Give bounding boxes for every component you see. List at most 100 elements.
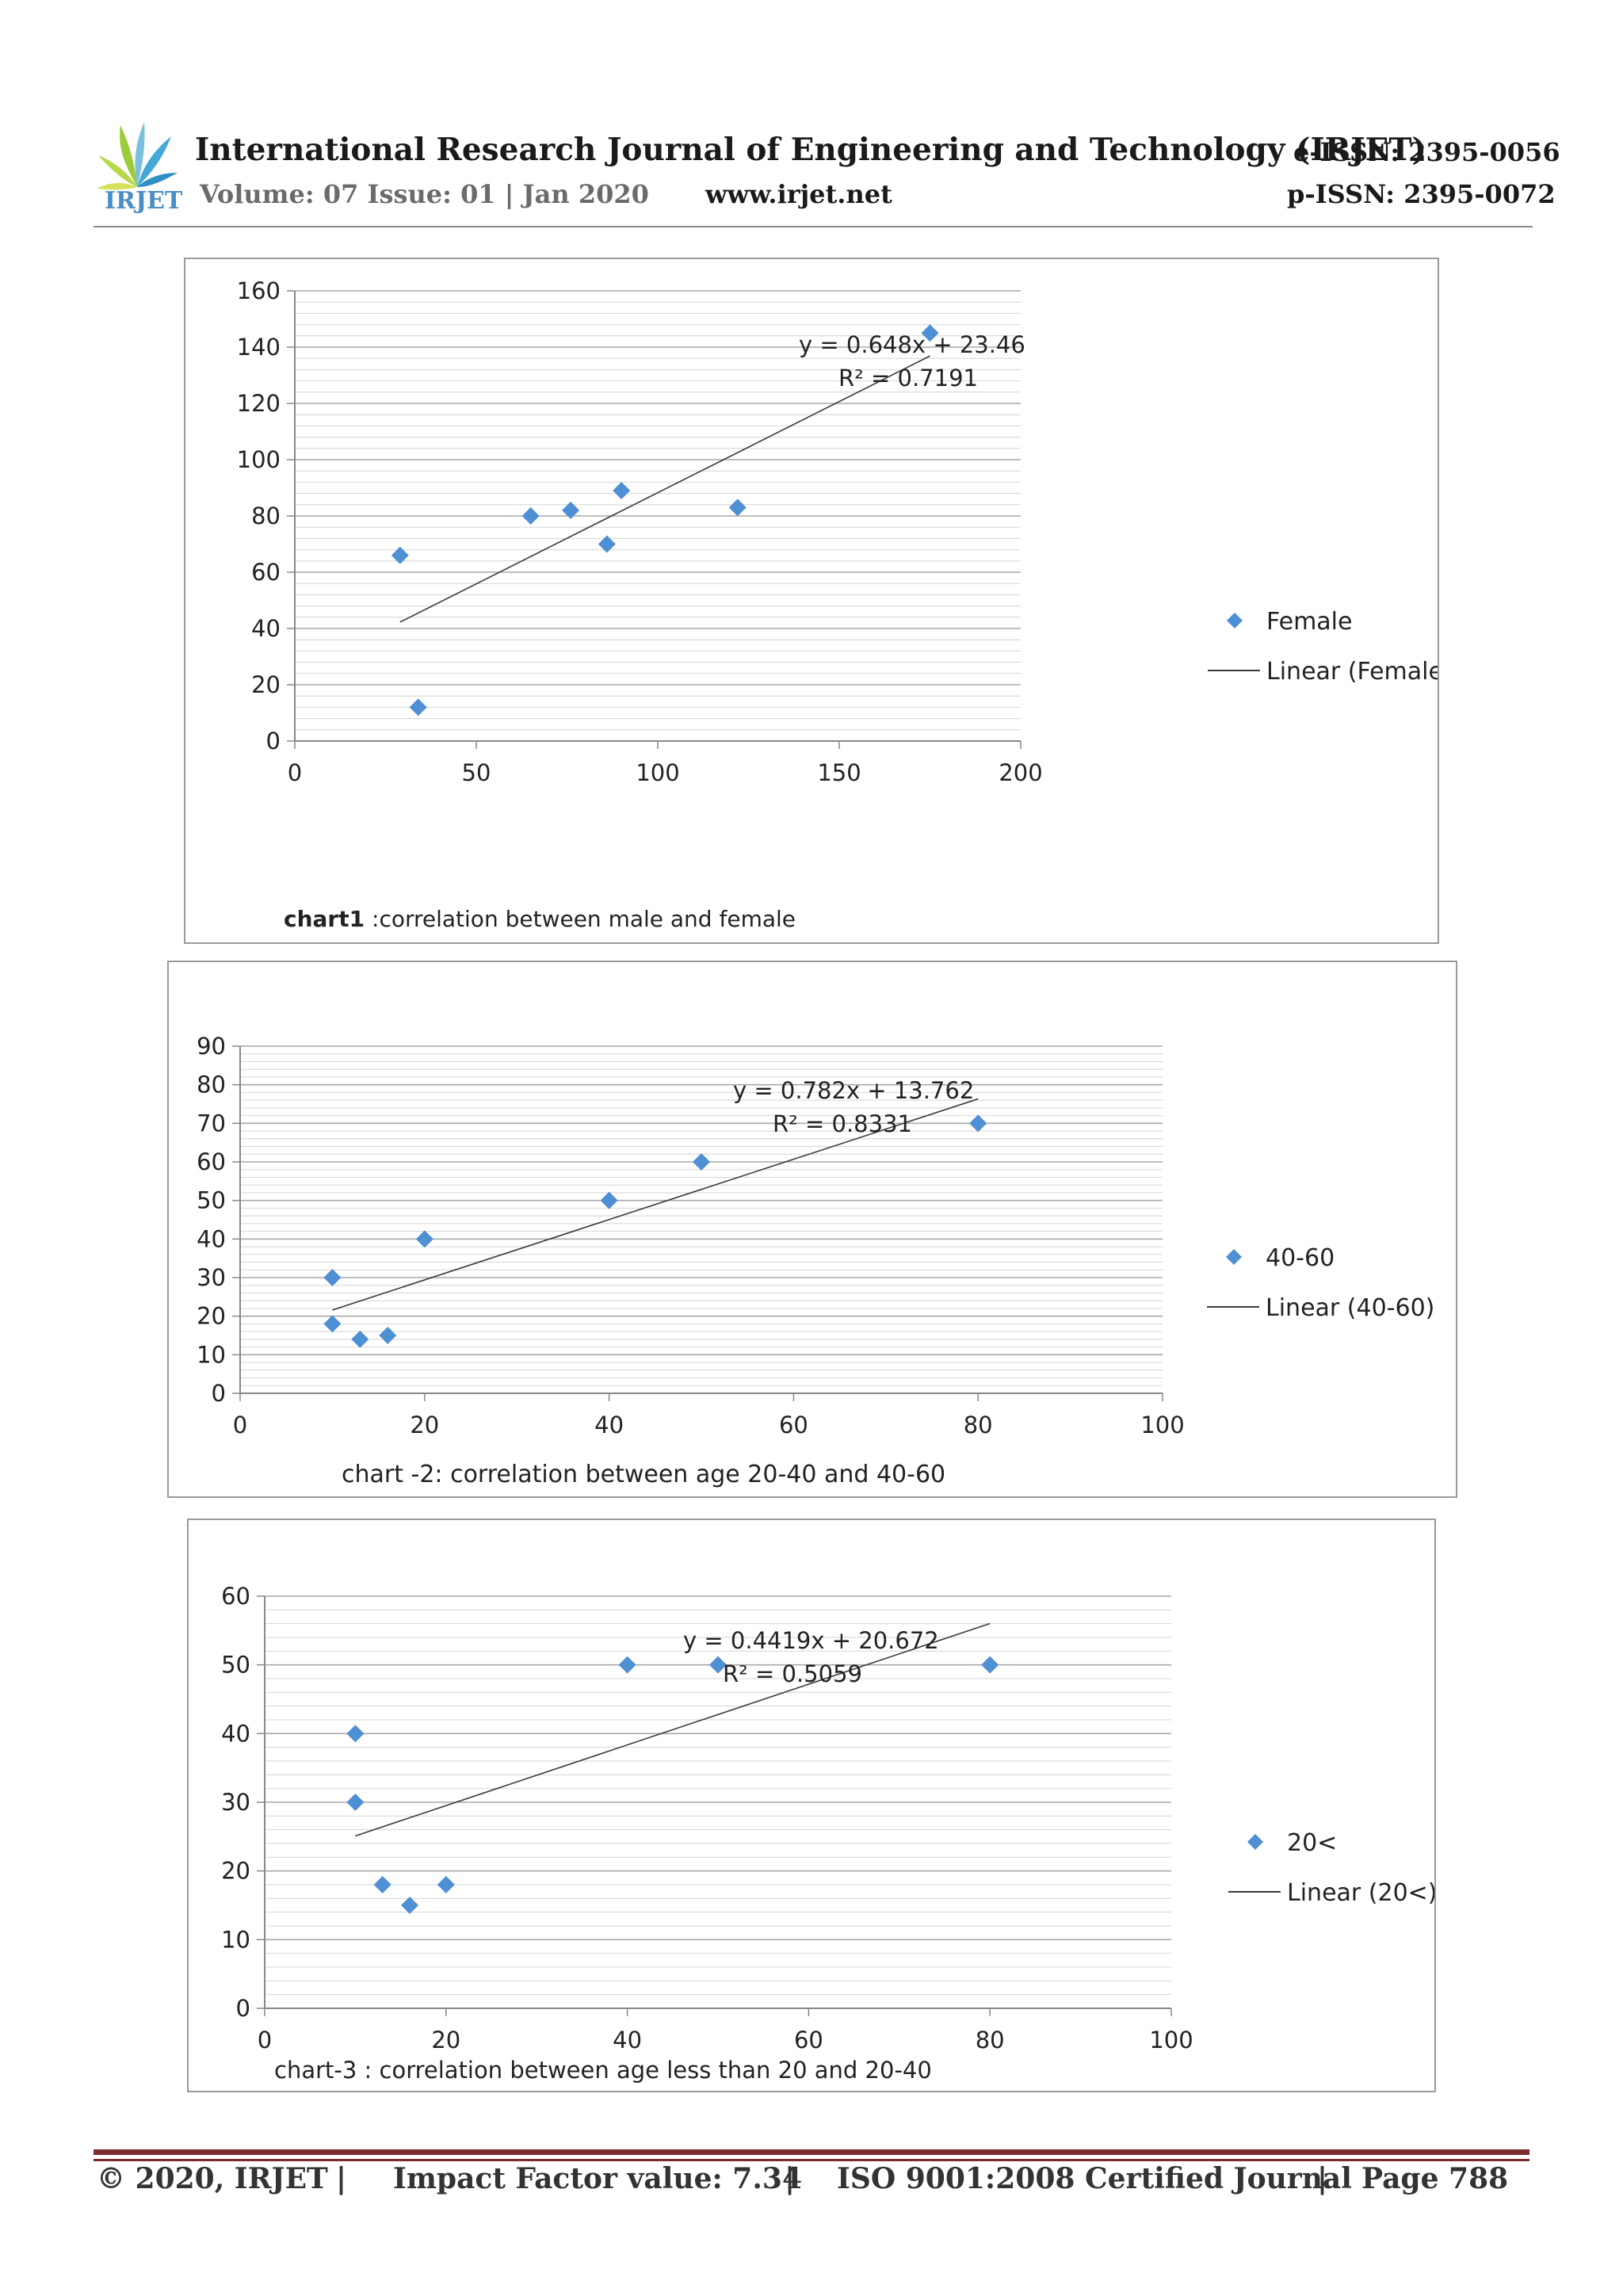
footer-impact-factor: Impact Factor value: 7.34	[393, 2162, 802, 2195]
x-tick-label: 0	[233, 1412, 247, 1438]
y-tick-label: 0	[266, 728, 281, 755]
chart-3-panel: 0 10 20 30 40 50 60 0 20 40 60 80 100 y = 0.4419x + 2…	[187, 1519, 1436, 2092]
data-point-marker	[521, 507, 540, 525]
x-tick-label: 0	[258, 2027, 272, 2053]
data-point-marker	[391, 546, 409, 564]
y-tick-label: 0	[212, 1380, 226, 1407]
x-tick-label: 20	[410, 1412, 439, 1438]
data-point-marker	[598, 535, 616, 553]
trendline-r-squared: R² = 0.8331	[773, 1110, 912, 1137]
x-tick-label: 100	[1149, 2027, 1193, 2053]
data-point-marker	[693, 1153, 710, 1171]
trendline	[332, 1098, 979, 1311]
y-tick-label: 50	[221, 1652, 250, 1679]
data-point-marker	[373, 1876, 391, 1893]
data-point-marker	[401, 1897, 419, 1914]
page-footer: © 2020, IRJET | Impact Factor value: 7.3…	[97, 2162, 1531, 2210]
y-tick-label: 140	[237, 334, 281, 361]
y-tick-label: 10	[197, 1341, 226, 1368]
y-tick-label: 60	[221, 1583, 250, 1610]
y-tick-label: 60	[251, 559, 281, 586]
data-point-marker	[921, 324, 939, 342]
x-tick-label: 40	[613, 2027, 642, 2053]
data-point-marker	[351, 1330, 369, 1348]
y-tick-label: 50	[197, 1187, 226, 1214]
chart-3-svg: 0 10 20 30 40 50 60 0 20 40 60 80 100 y = 0.4419x + 2…	[221, 1583, 1434, 2084]
irjet-logo: IRJET	[94, 117, 183, 215]
x-tick-label: 50	[462, 759, 491, 786]
x-tick-label: 20	[431, 2027, 460, 2053]
data-point-marker	[379, 1327, 397, 1344]
legend-trendline-label: Linear (Female)	[1266, 658, 1438, 686]
data-point-marker	[346, 1794, 365, 1811]
footer-page-number: Page 788	[1361, 2162, 1509, 2195]
pissn: p-ISSN: 2395-0072	[1287, 179, 1556, 209]
data-point-marker	[323, 1315, 342, 1333]
x-tick-label: 60	[794, 2027, 823, 2053]
data-point-marker	[437, 1876, 455, 1893]
legend-series-label: Female	[1266, 608, 1352, 636]
trendline-equation: y = 0.648x + 23.46	[799, 331, 1025, 358]
chart-caption-text: :correlation between male and female	[365, 906, 796, 932]
eissn: e-ISSN: 2395-0056	[1293, 137, 1560, 167]
trendline	[399, 355, 930, 623]
legend-trendline-label: Linear (20<)	[1287, 1879, 1434, 1907]
y-tick-label: 0	[236, 1995, 250, 2022]
y-tick-label: 160	[237, 277, 281, 304]
logo-wordmark: IRJET	[105, 187, 183, 215]
footer-divider	[94, 2149, 1529, 2155]
header-divider	[94, 226, 1533, 227]
footer-separator: |	[785, 2162, 796, 2195]
y-tick-label: 70	[197, 1110, 226, 1137]
x-tick-label: 0	[288, 759, 302, 786]
chart-caption: chart1 :correlation between male and fem…	[284, 906, 796, 932]
y-tick-label: 20	[251, 671, 281, 698]
data-point-marker	[323, 1269, 342, 1286]
chart-caption: chart -2: correlation between age 20-40 …	[342, 1461, 945, 1488]
chart-caption: chart-3 : correlation between age less t…	[274, 2057, 932, 2084]
trendline-r-squared: R² = 0.5059	[723, 1660, 862, 1687]
trendline-r-squared: R² = 0.7191	[838, 365, 978, 392]
x-tick-label: 40	[594, 1412, 624, 1438]
y-tick-label: 80	[197, 1072, 226, 1098]
data-point-marker	[969, 1114, 987, 1133]
data-point-marker	[600, 1191, 618, 1209]
chart-2-panel: 0 10 20 30 40 50 60 70 80 90 0 20 40 60 80 100 y = 0.782…	[167, 961, 1457, 1498]
chart-caption-text: chart -2: correlation between age 20-40 …	[342, 1461, 945, 1488]
journal-title: International Research Journal of Engine…	[195, 132, 1426, 168]
y-tick-label: 30	[221, 1789, 250, 1816]
data-point-marker	[613, 482, 631, 500]
footer-copyright: © 2020, IRJET	[97, 2162, 328, 2195]
data-point-marker	[415, 1230, 433, 1248]
trendline-equation: y = 0.4419x + 20.672	[683, 1627, 939, 1654]
x-tick-label: 100	[1140, 1412, 1184, 1438]
x-tick-label: 60	[779, 1412, 808, 1438]
legend-trendline-label: Linear (40-60)	[1266, 1294, 1434, 1322]
y-tick-label: 20	[221, 1858, 250, 1885]
y-tick-label: 20	[197, 1303, 226, 1330]
data-point-marker	[409, 698, 427, 716]
data-point-marker	[618, 1656, 636, 1674]
y-tick-label: 10	[221, 1926, 250, 1953]
chart-1-panel: 0 20 40 60 80 100 120 140 160 0 50 100 150 200 y = 0.6…	[184, 258, 1439, 944]
trendline-equation: y = 0.782x + 13.762	[733, 1077, 974, 1104]
y-tick-label: 30	[197, 1264, 226, 1291]
y-tick-label: 90	[197, 1033, 226, 1060]
legend-marker	[1247, 1834, 1263, 1850]
chart-caption-bold: chart1	[284, 906, 365, 932]
chart-caption-text: chart-3 : correlation between age less t…	[274, 2057, 932, 2084]
y-tick-label: 40	[221, 1720, 250, 1747]
data-point-marker	[562, 501, 580, 519]
legend-marker	[1227, 613, 1243, 628]
y-tick-label: 60	[197, 1148, 226, 1175]
data-point-marker	[728, 499, 747, 517]
chart-1-svg: 0 20 40 60 80 100 120 140 160 0 50 100 150 200 y = 0.6…	[237, 277, 1438, 932]
legend-marker	[1226, 1249, 1242, 1265]
x-tick-label: 150	[817, 759, 861, 786]
legend-series-label: 40-60	[1266, 1244, 1335, 1272]
data-point-marker	[981, 1656, 999, 1674]
footer-iso: ISO 9001:2008 Certified Journal	[837, 2162, 1352, 2195]
journal-website[interactable]: www.irjet.net	[705, 179, 892, 209]
footer-divider-thin	[94, 2159, 1529, 2161]
y-tick-label: 120	[237, 390, 281, 417]
